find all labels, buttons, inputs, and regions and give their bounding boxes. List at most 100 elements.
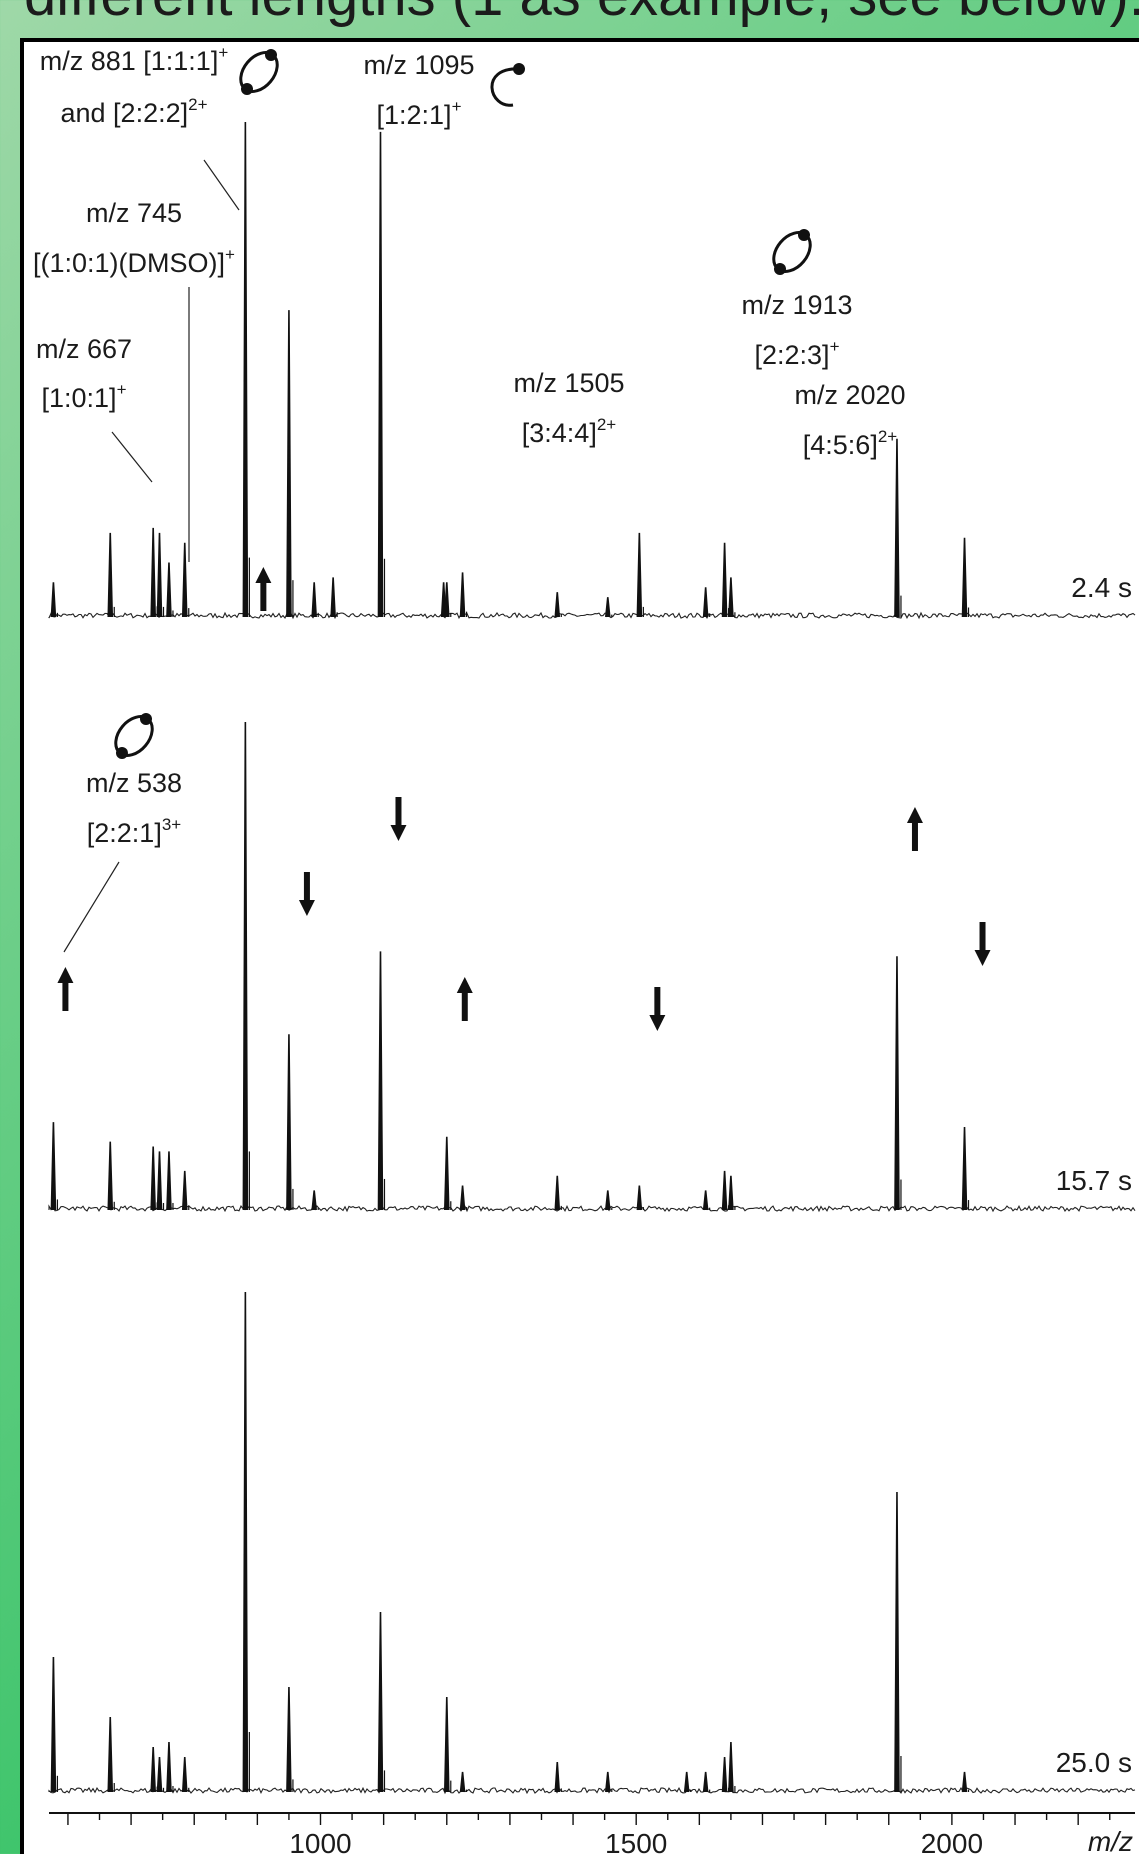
node-dot [265, 49, 277, 61]
spectrum-peak [286, 310, 292, 618]
spectrum-peak [554, 1175, 561, 1211]
ring-stroke [772, 231, 812, 273]
peak-assignment: [(1:0:1)(DMSO)]+ [33, 245, 235, 278]
spectrum-peak [150, 527, 156, 618]
leader-line [63, 861, 120, 953]
spectrum-peak [721, 1170, 728, 1211]
leader-line [203, 159, 240, 211]
spectrum-peak [311, 582, 317, 618]
peak-label: m/z 881 [1:1:1]+ [40, 43, 229, 76]
spectrum-peak [683, 1771, 690, 1793]
spectrum-peak [377, 1611, 384, 1793]
spectrum-peak [894, 956, 900, 1211]
spectrum-peak [604, 597, 611, 618]
spectrum-peak [166, 1741, 172, 1793]
figure-panel: 2.4 s 15.7 s 25.0 s m/z 881 [1:1:1]+ and [2… [20, 38, 1139, 1854]
spectrum-peak [721, 1756, 728, 1793]
time-label: 25.0 s [1056, 1747, 1132, 1778]
peak-label: m/z 538 [86, 768, 182, 798]
arrow-layer [57, 567, 991, 1031]
down-arrow-icon [974, 922, 991, 966]
peak-assignment: [2:2:3]+ [755, 337, 840, 370]
spectrum-peak [443, 1696, 450, 1793]
spectrum-peak [459, 572, 466, 618]
charge-superscript: + [225, 245, 235, 264]
spectrum-peak [50, 582, 57, 618]
time-label: 15.7 s [1056, 1165, 1132, 1196]
spectrum-peak [721, 542, 728, 618]
down-arrow-icon [649, 987, 666, 1031]
spectrum-peak [166, 1151, 172, 1211]
spectrum-peak [166, 562, 172, 618]
charge-superscript: 2+ [188, 95, 207, 114]
spectrum-peak [286, 1686, 292, 1793]
peak-label: m/z 1913 [741, 290, 852, 320]
peak-label: m/z 1095 [363, 50, 474, 80]
spectrum-peak [459, 1185, 466, 1211]
spectrum-peak [443, 1136, 450, 1211]
spectrum-peak [702, 1190, 709, 1211]
spectrum-peak [636, 1185, 643, 1211]
spectrum-peak [459, 1771, 466, 1793]
spectrum-peak [50, 1122, 57, 1211]
spectrum-peak [377, 951, 384, 1211]
spectrum-peak [894, 438, 900, 618]
peak-assignment: [1:2:1]+ [377, 97, 462, 130]
charge-superscript: + [218, 43, 228, 62]
down-arrow-icon [298, 872, 315, 916]
peak-label: m/z 1505 [513, 368, 624, 398]
spectrum-peak [181, 1756, 188, 1793]
peak-label: m/z 667 [36, 334, 132, 364]
spectrum-peak [961, 1771, 968, 1793]
charge-superscript: 3+ [162, 815, 181, 834]
spectrum-peak [150, 1146, 156, 1211]
spectrum-peak [961, 1127, 968, 1211]
spectrum-peak [604, 1771, 611, 1793]
time-label: 2.4 s [1071, 572, 1132, 603]
spectrum-peak [311, 1190, 317, 1211]
down-arrow-icon [390, 797, 407, 841]
baseline-trace [48, 1786, 1136, 1795]
node-dot [774, 263, 786, 275]
spectrum-peak [554, 592, 561, 618]
ring-stroke [114, 715, 154, 757]
spectra-layer: 2.4 s 15.7 s 25.0 s [48, 121, 1136, 1795]
charge-superscript: 2+ [878, 427, 897, 446]
leader-line [111, 431, 153, 483]
ring-stroke [490, 67, 520, 107]
spectrum-peak [156, 1151, 163, 1211]
spectrum-peak [554, 1761, 561, 1793]
spectrum-peak [894, 1491, 900, 1793]
peak-assignment: [4:5:6]2+ [803, 427, 898, 460]
node-dot [798, 229, 810, 241]
spectrum-peak [604, 1190, 611, 1211]
node-dot [241, 83, 253, 95]
charge-superscript: + [117, 380, 127, 399]
peak-assignment: [3:4:4]2+ [522, 415, 617, 448]
ring-stroke [239, 51, 279, 93]
peak-label: m/z 745 [86, 198, 182, 228]
spectrum-peak [107, 1141, 114, 1211]
node-dot [140, 713, 152, 725]
up-arrow-icon [456, 977, 473, 1021]
spectrum-peak [728, 1741, 734, 1793]
charge-superscript: 2+ [597, 415, 616, 434]
tick-label: 2000 [921, 1828, 983, 1854]
spectrum-peak [107, 532, 114, 618]
peak-assignment: [2:2:1]3+ [87, 815, 182, 848]
spectrum-peak [377, 131, 384, 618]
open-chain-icon [490, 63, 525, 107]
spectrum-peak [242, 721, 249, 1211]
baseline-trace [48, 611, 1136, 620]
charge-superscript: + [830, 337, 840, 356]
charge-superscript: + [452, 97, 462, 116]
spectrum-peak [330, 577, 336, 618]
spectrum-peak [728, 1175, 734, 1211]
macrocycle-icon [772, 229, 812, 275]
macrocycle-icon [114, 713, 154, 759]
node-dot [116, 747, 128, 759]
icon-layer [114, 49, 812, 759]
peak-assignment: [1:0:1]+ [42, 380, 127, 413]
mass-spectra-chart: 2.4 s 15.7 s 25.0 s m/z 881 [1:1:1]+ and [2… [33, 43, 1136, 1854]
spectrum-peak [242, 121, 249, 618]
